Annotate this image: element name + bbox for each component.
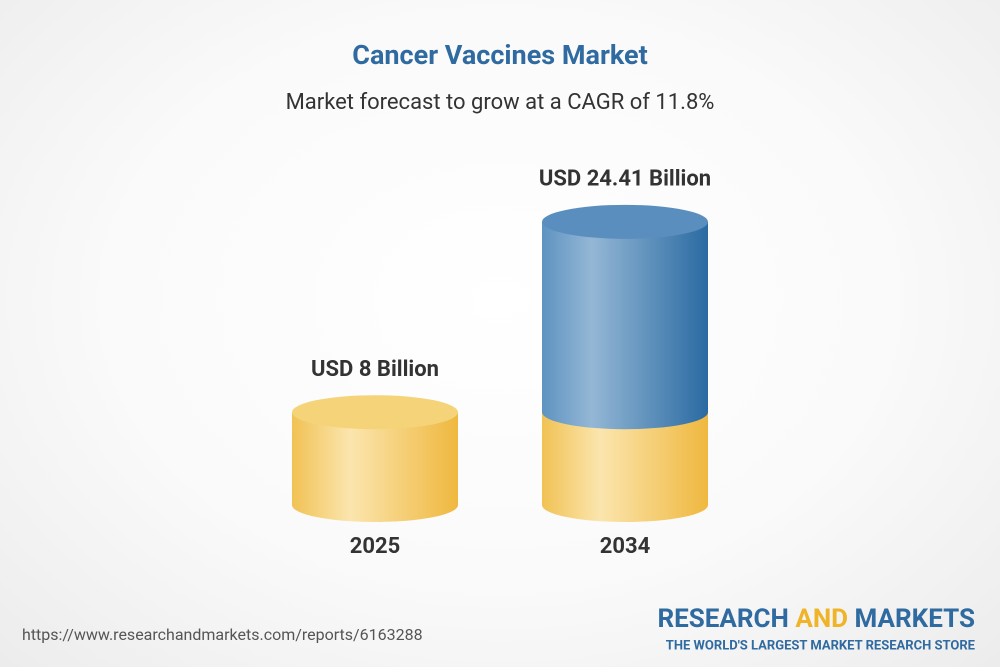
brand-tagline: THE WORLD'S LARGEST MARKET RESEARCH STOR… xyxy=(666,638,976,653)
chart-subtitle: Market forecast to grow at a CAGR of 11.… xyxy=(286,90,715,115)
cylinder-body xyxy=(542,412,708,522)
cylinder-body xyxy=(292,412,458,522)
brand-word: AND xyxy=(795,604,848,634)
chart-title: Cancer Vaccines Market xyxy=(352,39,647,71)
brand-word: MARKETS xyxy=(855,604,975,634)
category-label: 2034 xyxy=(600,534,651,559)
value-label: USD 24.41 Billion xyxy=(539,167,711,192)
source-url: https://www.researchandmarkets.com/repor… xyxy=(22,625,423,644)
cylinder-top xyxy=(542,204,708,239)
category-label: 2025 xyxy=(350,534,401,559)
brand-word: RESEARCH xyxy=(657,604,788,634)
cylinder-top xyxy=(292,395,458,430)
cylinder-body xyxy=(542,221,708,430)
brand: RESEARCH AND MARKETS xyxy=(657,604,975,634)
value-label: USD 8 Billion xyxy=(311,357,439,382)
